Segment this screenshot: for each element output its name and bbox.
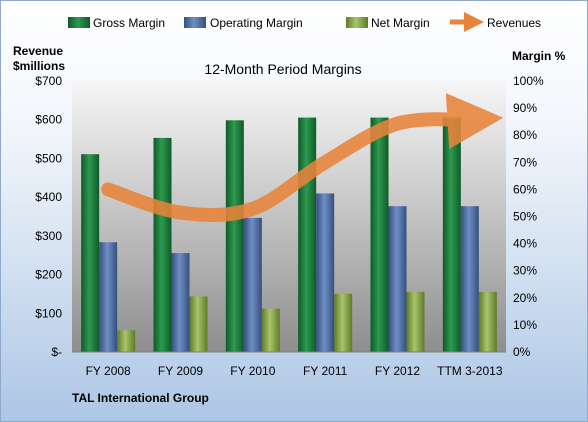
left-tick-label-5: $500	[35, 151, 62, 165]
legend: Gross Margin Operating Margin Net Margin…	[68, 12, 541, 32]
left-axis-ticks: $- $100 $200 $300 $400 $500 $600 $700	[35, 74, 62, 359]
left-axis-label-line2: $millions	[13, 59, 65, 73]
right-tick-label-4: 40%	[513, 237, 537, 251]
right-tick-label-0: 0%	[513, 345, 531, 359]
bar-net-margin-5	[406, 291, 425, 352]
legend-label-gross-margin: Gross Margin	[93, 16, 165, 30]
legend-label-operating-margin: Operating Margin	[210, 16, 303, 30]
bar-operating-margin-6	[460, 206, 479, 352]
chart-title: 12-Month Period Margins	[204, 61, 361, 77]
category-label-1: FY 2008	[86, 364, 131, 378]
category-labels: FY 2008 FY 2009 FY 2010 FY 2011 FY 2012 TTM 3…	[86, 364, 503, 378]
bar-operating-margin-3	[243, 217, 262, 352]
footer-label: TAL International Group	[72, 391, 209, 405]
category-label-4: FY 2011	[303, 364, 348, 378]
right-tick-label-7: 70%	[513, 155, 537, 169]
bar-net-margin-2	[189, 296, 208, 352]
bar-gross-margin-6	[442, 117, 461, 353]
bar-gross-margin-4	[298, 117, 317, 353]
category-label-3: FY 2010	[230, 364, 275, 378]
legend-swatch-gross-margin	[68, 17, 90, 28]
right-tick-label-9: 90%	[513, 101, 537, 115]
legend-label-net-margin: Net Margin	[371, 16, 430, 30]
left-tick-label-3: $300	[35, 229, 62, 243]
right-tick-label-5: 50%	[513, 210, 537, 224]
right-axis-ticks: 0% 10% 20% 30% 40% 50% 60% 70% 80% 90% 100%	[513, 74, 544, 359]
right-tick-label-6: 60%	[513, 182, 537, 196]
category-label-6: TTM 3-2013	[437, 364, 503, 378]
right-tick-label-1: 10%	[513, 318, 537, 332]
right-axis-label: Margin %	[512, 49, 566, 63]
bar-net-margin-1	[117, 330, 136, 352]
category-label-5: FY 2012	[375, 364, 420, 378]
bar-operating-margin-2	[171, 253, 190, 352]
left-tick-label-1: $100	[35, 306, 62, 320]
bar-net-margin-3	[261, 308, 280, 352]
left-tick-label-7: $700	[35, 74, 62, 88]
bar-gross-margin-3	[225, 120, 244, 352]
bar-operating-margin-4	[316, 193, 335, 352]
left-tick-label-4: $400	[35, 190, 62, 204]
legend-label-revenues: Revenues	[487, 16, 541, 30]
left-tick-label-0: $-	[51, 345, 62, 359]
bar-gross-margin-2	[153, 137, 172, 352]
right-tick-label-2: 20%	[513, 291, 537, 305]
left-tick-label-2: $200	[35, 268, 62, 282]
right-tick-label-10: 100%	[513, 74, 544, 88]
bar-net-margin-6	[478, 291, 497, 352]
category-label-2: FY 2009	[158, 364, 203, 378]
right-tick-label-8: 80%	[513, 128, 537, 142]
bar-gross-margin-5	[370, 117, 389, 353]
right-tick-label-3: 30%	[513, 264, 537, 278]
bar-operating-margin-1	[99, 242, 118, 352]
revenues-line	[101, 93, 504, 223]
bar-operating-margin-5	[388, 206, 407, 352]
legend-swatch-operating-margin	[184, 17, 206, 28]
bar-gross-margin-1	[81, 154, 100, 352]
left-axis-label-line1: Revenue	[13, 44, 63, 58]
left-tick-label-6: $600	[35, 113, 62, 127]
legend-swatch-net-margin	[346, 17, 368, 28]
bar-net-margin-4	[334, 293, 353, 352]
